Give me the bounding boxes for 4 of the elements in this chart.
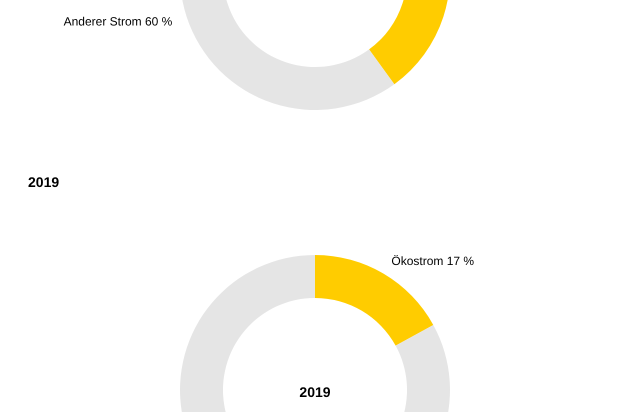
slice-label: Ökostrom 17 % xyxy=(391,254,474,268)
slice-label: Anderer Strom 60 % xyxy=(64,14,173,28)
text: 2019 xyxy=(299,384,331,400)
text: 2019 xyxy=(28,174,60,190)
